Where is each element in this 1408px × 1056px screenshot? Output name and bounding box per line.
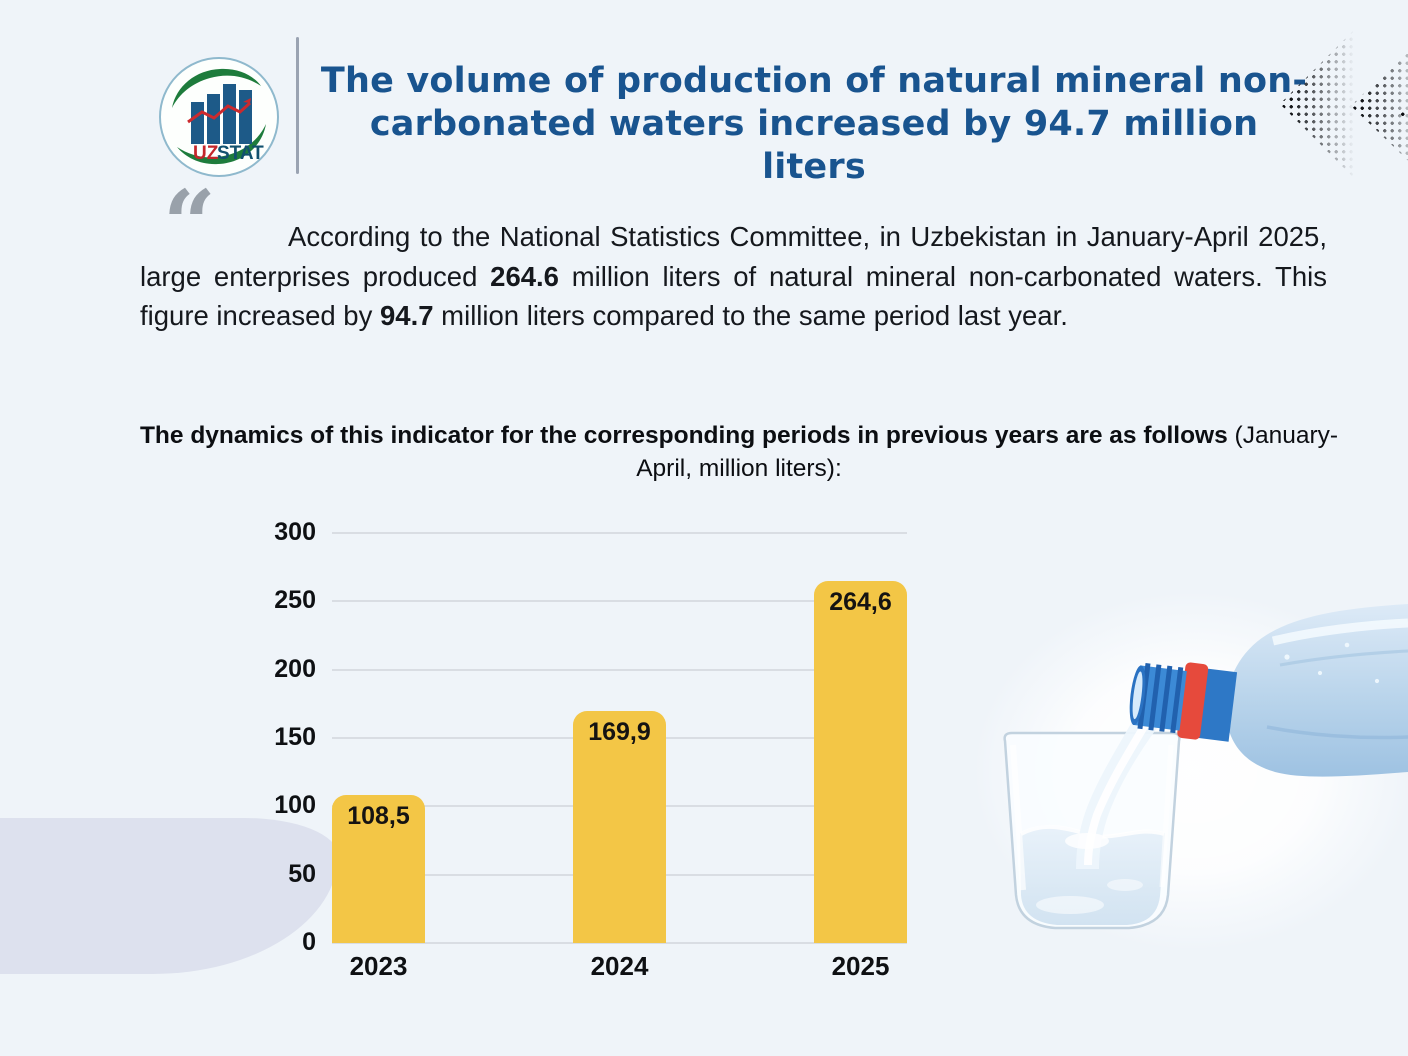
bottle-neck [1129, 662, 1238, 742]
bar-chart-plot-area: 0 50 100 150 200 250 300 108,5 2023 169,9 2024 264,… [274, 518, 907, 981]
y-axis-tick-label: 100 [274, 791, 316, 820]
bar-2024: 169,9 [573, 710, 666, 943]
uzstat-logo: UZ STAT [158, 56, 280, 178]
gridline [332, 668, 907, 671]
logo-text-uz: UZ [193, 143, 219, 164]
chart-heading: The dynamics of this indicator for the c… [124, 419, 1354, 485]
y-axis-tick-label: 150 [274, 723, 316, 751]
y-axis-tick-label: 250 [274, 586, 316, 615]
y-axis-tick-label: 200 [274, 654, 316, 683]
logo-text-stat: STAT [217, 143, 264, 164]
lead-value-increase: 94.7 [380, 300, 434, 331]
x-axis-category-label: 2025 [831, 951, 890, 981]
y-axis-tick-label: 50 [288, 859, 316, 888]
lead-text: million liters of natural mineral non-ca… [140, 260, 1328, 332]
water-bottle [1129, 604, 1408, 777]
header-divider [296, 37, 299, 174]
uzstat-logo-graphic: UZ STAT [159, 57, 279, 177]
logo-trend-line [187, 101, 252, 124]
gridline [332, 600, 907, 603]
y-axis-tick-label: 300 [274, 518, 316, 546]
gridline [332, 532, 907, 534]
page-title-line-2: carbonated waters increased by 94.7 mill… [369, 104, 1259, 187]
gridline [332, 942, 907, 944]
bottle-pouring-water-into-glass-photo [975, 591, 1408, 950]
x-axis-category-label: 2023 [349, 951, 408, 981]
dotted-chevron-left-icon [1351, 37, 1408, 175]
dotted-chevron-left-icon [1399, 58, 1408, 168]
chart-heading-regular: (January-April, million liters): [636, 422, 1339, 482]
lead-value-total: 264.6 [490, 260, 559, 292]
bar-2025: 264,6 [814, 581, 907, 943]
x-axis-category-label: 2024 [590, 951, 649, 981]
bar-value-label: 169,9 [588, 717, 651, 746]
lead-text: According to the National Statistics Com… [140, 221, 1327, 292]
bar-value-label: 264,6 [829, 588, 892, 617]
chart-heading-bold: The dynamics of this indicator for the c… [139, 422, 1228, 449]
bar-2023: 108,5 [332, 794, 425, 943]
page-title: The volume of production of natural mine… [312, 60, 1316, 189]
y-axis-tick-label: 0 [302, 928, 316, 956]
page-title-line-1: The volume of production of natural mine… [320, 61, 1308, 101]
lead-paragraph: According to the National Statistics Com… [140, 217, 1327, 336]
glass-of-water [1003, 731, 1181, 930]
lead-text: million liters compared to the same peri… [433, 300, 1068, 331]
bar-value-label: 108,5 [347, 801, 410, 830]
quote-icon: “ [163, 170, 216, 278]
water-stream [1065, 713, 1159, 869]
